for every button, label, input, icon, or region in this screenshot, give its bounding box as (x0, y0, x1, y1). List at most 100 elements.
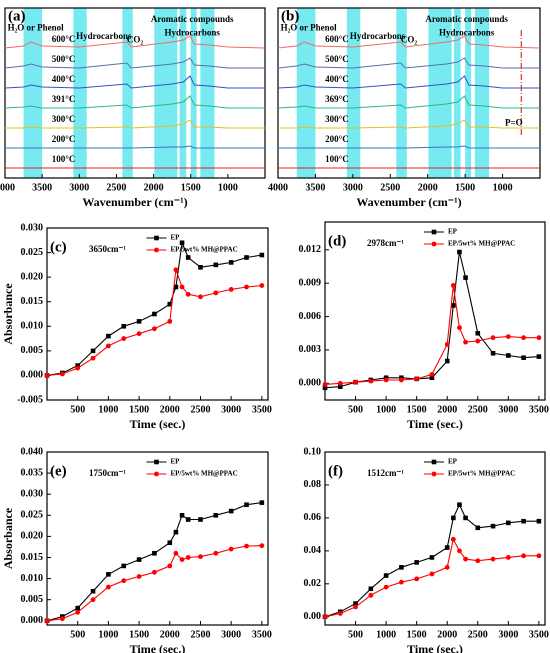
band (396, 8, 407, 178)
y-axis-label: Absorbance (1, 507, 15, 569)
marker (244, 255, 249, 260)
marker (121, 563, 127, 569)
marker (90, 588, 96, 594)
x-tick-label: 1000 (376, 404, 396, 415)
marker (59, 371, 65, 377)
x-tick-label: 2000 (160, 629, 180, 640)
marker (457, 325, 462, 331)
legend-label: EP/5wt% MH@PPAC (170, 246, 237, 254)
marker (337, 380, 343, 386)
band (179, 8, 187, 178)
marker (490, 556, 496, 562)
y-tick-label: 0.030 (21, 222, 44, 233)
x-tick-label: 2000 (418, 182, 438, 193)
marker (450, 536, 456, 542)
band (296, 8, 316, 178)
x-tick-label: 3500 (252, 629, 272, 640)
y-tick-label: 0.025 (21, 247, 44, 258)
annotation: 1750cm⁻¹ (89, 468, 126, 478)
legend-marker (154, 247, 159, 253)
y-tick-label: 0.006 (299, 311, 322, 322)
marker (179, 512, 185, 518)
marker (179, 557, 185, 562)
marker (198, 554, 203, 560)
marker (353, 604, 358, 610)
marker (429, 372, 435, 377)
marker (475, 525, 481, 531)
marker (536, 553, 542, 559)
marker (167, 301, 173, 307)
x-tick-label: 1500 (181, 182, 201, 193)
marker (136, 557, 142, 562)
marker (536, 518, 542, 524)
y-tick-label: 0.005 (21, 594, 44, 605)
legend-marker (431, 459, 437, 465)
panel-label: (d) (328, 233, 346, 249)
series-label: 400°C (325, 74, 349, 84)
y-tick-label: 0.10 (304, 446, 322, 457)
legend-label: EP/5wt% MH@PPAC (170, 470, 237, 478)
x-axis-label: Time (sec.) (130, 642, 186, 653)
x-tick-label: 1500 (455, 182, 475, 193)
marker (152, 311, 157, 317)
marker (505, 555, 511, 560)
marker (244, 284, 249, 290)
marker (259, 252, 265, 258)
series-line (277, 75, 540, 89)
marker (90, 355, 96, 361)
marker (121, 336, 127, 341)
marker (429, 571, 435, 577)
marker (444, 545, 450, 550)
y-tick-label: 0.08 (304, 479, 322, 490)
series-label: 391°C (52, 94, 76, 104)
y-tick-label: 0.030 (21, 488, 44, 499)
x-tick-label: 3500 (32, 182, 52, 193)
series-label: 200°C (52, 134, 76, 144)
panel-label: (f) (328, 463, 343, 479)
marker (179, 240, 185, 246)
marker (383, 584, 389, 590)
marker (173, 284, 179, 290)
y-tick-label: 0.035 (21, 467, 44, 478)
series-line (4, 35, 266, 49)
plot-frame (324, 451, 546, 626)
y-tick-label: 0.012 (299, 244, 322, 255)
y-tick-label: 0.010 (21, 573, 44, 584)
annotation: Aromatic compounds (151, 14, 234, 24)
y-tick-label: -0.005 (17, 394, 43, 405)
x-axis-label: Time (sec.) (407, 642, 463, 653)
marker (398, 377, 404, 383)
panel-label: (e) (50, 463, 67, 479)
x-tick-label: 1000 (218, 182, 238, 193)
x-tick-label: 1000 (98, 404, 118, 415)
marker (490, 335, 496, 341)
marker (198, 294, 203, 300)
annotation: Hydrocarbons (165, 28, 221, 38)
marker (198, 517, 203, 522)
x-tick-label: 2500 (468, 629, 488, 640)
marker (368, 378, 374, 384)
marker (506, 520, 511, 526)
marker (322, 382, 328, 387)
marker (152, 326, 157, 332)
marker (457, 502, 462, 508)
marker (505, 334, 511, 339)
band (122, 8, 133, 178)
annotation: Aromatic compounds (425, 14, 508, 24)
marker (105, 343, 111, 349)
y-tick-label: 0.015 (21, 552, 44, 563)
legend-marker (431, 241, 437, 247)
series-line (277, 35, 541, 49)
series-line (4, 57, 265, 69)
marker (368, 586, 374, 592)
legend-marker (431, 229, 437, 235)
y-tick-label: 0.000 (299, 378, 322, 389)
marker (228, 508, 234, 514)
legend-label: EP (170, 458, 180, 466)
annotation: 1512cm⁻¹ (367, 468, 404, 478)
band (190, 8, 197, 178)
marker (173, 550, 179, 556)
x-tick-label: 2500 (190, 404, 210, 415)
marker (450, 283, 456, 288)
series-line (277, 95, 540, 109)
